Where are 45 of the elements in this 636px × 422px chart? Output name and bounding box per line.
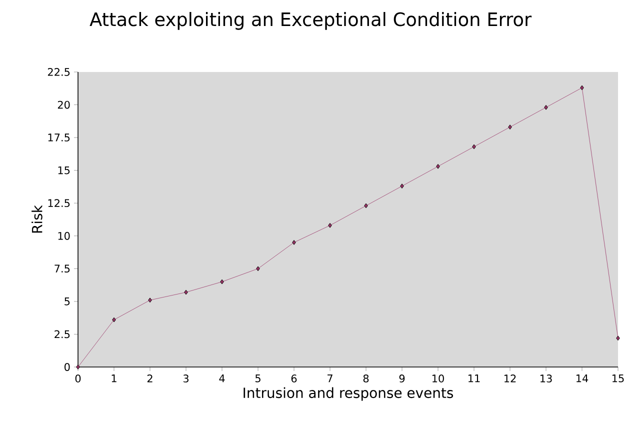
x-tick-label: 5: [255, 374, 260, 382]
x-tick-label: 10: [432, 374, 444, 382]
point: [616, 336, 620, 341]
x-tick-label: 14: [576, 374, 588, 382]
point: [436, 164, 440, 169]
y-tick-label: 5: [64, 298, 70, 306]
point: [148, 298, 152, 303]
point: [580, 85, 584, 90]
y-tick-label: 10: [58, 232, 70, 240]
x-tick-label: 13: [540, 374, 552, 382]
x-tick-label: 12: [504, 374, 516, 382]
point: [112, 317, 116, 322]
point: [364, 203, 368, 208]
chart-title: Attack exploiting an Exceptional Condition Error: [90, 12, 532, 30]
point: [76, 364, 80, 370]
y-tick-label: 2.5: [54, 330, 70, 338]
x-tick-label: 6: [291, 374, 297, 382]
x-tick-label: 11: [468, 374, 480, 382]
point: [544, 104, 548, 110]
point: [472, 144, 476, 150]
x-tick-label: 2: [147, 374, 152, 382]
y-tick-label: 15: [58, 166, 70, 174]
x-tick-label: 4: [219, 374, 225, 382]
point: [256, 266, 260, 272]
x-tick-label: 3: [183, 374, 188, 382]
y-tick-label: 22.5: [48, 68, 70, 76]
y-tick-label: 17.5: [48, 134, 70, 142]
point: [400, 184, 404, 189]
y-tick-label: 12.5: [48, 199, 70, 208]
point: [328, 222, 332, 228]
point: [508, 124, 512, 130]
x-tick-label: 15: [612, 374, 624, 382]
point: [220, 279, 224, 284]
x-tick-label: 1: [112, 374, 116, 382]
x-tick-label: 7: [328, 374, 332, 382]
y-axis-title: Risk: [32, 205, 42, 233]
y-tick-label: 7.5: [54, 264, 70, 273]
y-tick-label: 20: [58, 100, 70, 109]
point: [292, 240, 296, 245]
point: [184, 290, 188, 295]
x-tick-label: 8: [363, 374, 369, 382]
x-axis-title: Intrusion and response events: [244, 387, 454, 401]
y-tick-label: 0: [64, 363, 70, 371]
x-tick-label: 9: [399, 374, 405, 382]
x-tick-label: 0: [75, 374, 81, 382]
